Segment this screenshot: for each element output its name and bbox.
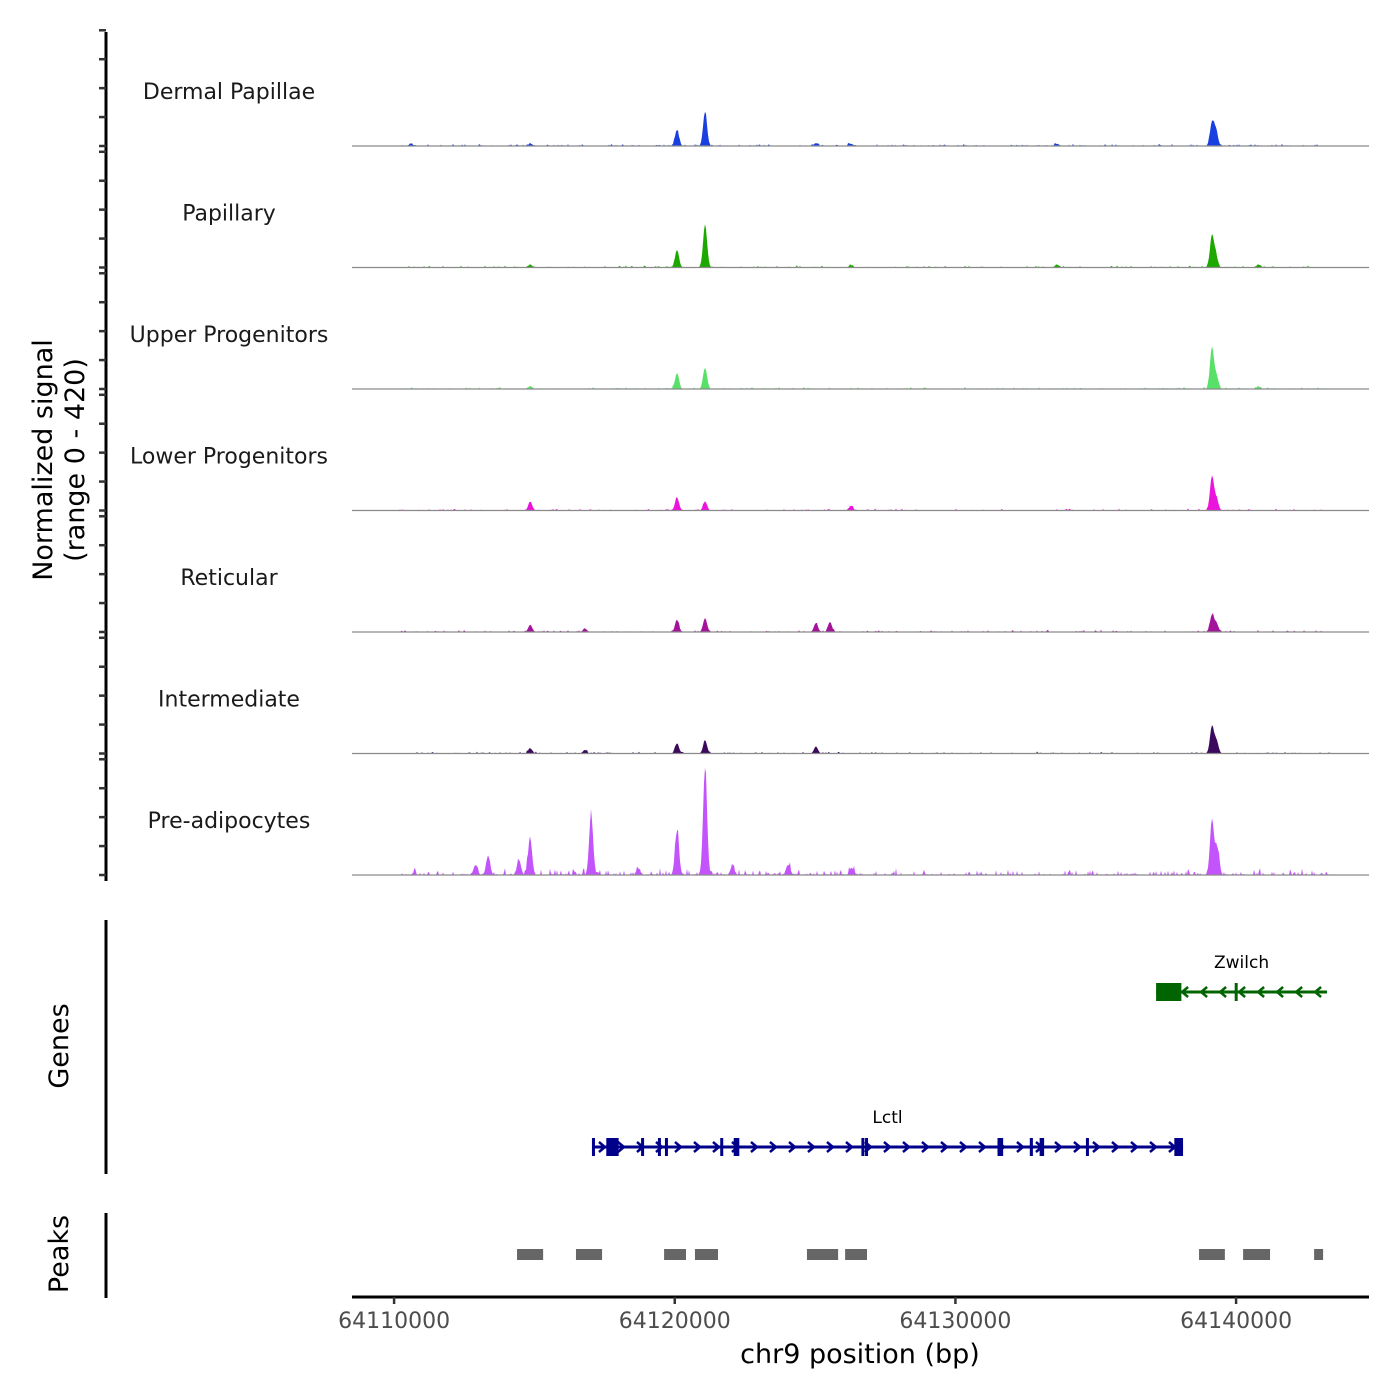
gene-annotations: Zwilch Lctl <box>591 953 1328 1156</box>
exon <box>641 1138 645 1156</box>
signal-area <box>352 725 1368 754</box>
x-tick-label: 64110000 <box>338 1309 450 1334</box>
strand-arrow-icon <box>1294 986 1303 998</box>
strand-arrow-icon <box>883 1141 892 1153</box>
peak-region <box>845 1249 868 1260</box>
strand-arrow-icon <box>1237 986 1246 998</box>
strand-arrow-icon <box>1016 1141 1025 1153</box>
peak-region <box>694 1249 718 1260</box>
exon <box>591 1138 595 1156</box>
exon <box>1039 1138 1045 1156</box>
strand-arrow-icon <box>1218 986 1227 998</box>
strand-arrow-icon <box>1275 986 1284 998</box>
y-ticks <box>99 29 106 877</box>
track-upper-progenitors: Upper Progenitors <box>130 323 1369 390</box>
peak-region <box>517 1249 544 1260</box>
exon <box>1234 983 1238 1001</box>
exon <box>1085 1138 1089 1156</box>
track-papillary: Papillary <box>182 202 1369 269</box>
exon <box>606 1138 619 1156</box>
strand-arrow-icon <box>978 1141 987 1153</box>
x-axis-label: chr9 position (bp) <box>740 1339 980 1370</box>
strand-arrow-icon <box>902 1141 911 1153</box>
signal-area <box>352 224 1368 268</box>
peak-region <box>1243 1249 1271 1260</box>
y-axis-sublabel: (range 0 - 420) <box>60 358 91 562</box>
strand-arrow-icon <box>769 1141 778 1153</box>
peaks-track-label: Peaks <box>44 1215 75 1293</box>
strand-arrow-icon <box>959 1141 968 1153</box>
peak-region <box>575 1249 603 1260</box>
y-axis-title: Normalized signal (range 0 - 420) <box>28 339 91 581</box>
peak-region <box>1199 1249 1225 1260</box>
exon <box>865 1138 869 1156</box>
track-label: Dermal Papillae <box>143 80 315 105</box>
track-label: Lower Progenitors <box>130 445 328 470</box>
exon <box>997 1138 1004 1156</box>
track-reticular: Reticular <box>180 566 1369 633</box>
strand-arrow-icon <box>1256 986 1265 998</box>
exon <box>664 1138 668 1156</box>
strand-arrow-icon <box>712 1141 721 1153</box>
signal-area <box>352 111 1368 146</box>
strand-arrow-icon <box>826 1141 835 1153</box>
peak-region <box>1314 1249 1324 1260</box>
signal-area <box>352 346 1368 389</box>
strand-arrow-icon <box>598 1141 607 1153</box>
exon <box>1174 1138 1184 1156</box>
strand-arrow-icon <box>1180 986 1189 998</box>
track-label: Pre-adipocytes <box>148 809 311 834</box>
exon <box>733 1138 740 1156</box>
x-tick-label: 64130000 <box>899 1309 1011 1334</box>
gene-name: Lctl <box>872 1108 902 1128</box>
peak-region <box>664 1249 686 1260</box>
x-ticks: 64110000 64120000 64130000 64140000 <box>338 1297 1292 1334</box>
strand-arrow-icon <box>845 1141 854 1153</box>
gene-lctl[interactable]: Lctl <box>591 1108 1184 1156</box>
strand-arrow-icon <box>1073 1141 1082 1153</box>
strand-arrow-icon <box>788 1141 797 1153</box>
strand-arrow-icon <box>940 1141 949 1153</box>
signal-area <box>352 475 1368 511</box>
gene-name: Zwilch <box>1214 953 1269 973</box>
strand-arrow-icon <box>1313 986 1322 998</box>
strand-arrow-icon <box>1130 1141 1139 1153</box>
strand-arrow-icon <box>1111 1141 1120 1153</box>
x-tick-label: 64140000 <box>1180 1309 1292 1334</box>
strand-arrow-icon <box>807 1141 816 1153</box>
y-axis-label: Normalized signal <box>28 339 59 581</box>
exon <box>1029 1138 1033 1156</box>
strand-arrow-icon <box>1054 1141 1063 1153</box>
strand-arrow-icon <box>921 1141 930 1153</box>
strand-arrow-icon <box>1149 1141 1158 1153</box>
x-tick-label: 64120000 <box>619 1309 731 1334</box>
track-intermediate: Intermediate <box>158 688 1369 755</box>
track-label: Reticular <box>180 566 278 591</box>
gene-zwilch[interactable]: Zwilch <box>1156 953 1328 1001</box>
strand-arrow-icon <box>693 1141 702 1153</box>
track-label: Papillary <box>182 202 276 227</box>
track-pre-adipocytes: Pre-adipocytes <box>148 767 1369 876</box>
exon <box>861 1138 865 1156</box>
track-dermal-papillae: Dermal Papillae <box>143 80 1369 147</box>
signal-tracks: Dermal Papillae Papillary Upper Progenitor… <box>130 80 1369 876</box>
peak-regions <box>517 1249 1324 1260</box>
strand-arrow-icon <box>1092 1141 1101 1153</box>
signal-area <box>352 767 1368 875</box>
track-label: Upper Progenitors <box>130 323 329 348</box>
genes-track-label: Genes <box>44 1003 75 1088</box>
strand-arrow-icon <box>617 1141 626 1153</box>
strand-arrow-icon <box>1199 986 1208 998</box>
track-lower-progenitors: Lower Progenitors <box>130 445 1369 512</box>
exon <box>720 1138 724 1156</box>
exon <box>657 1138 661 1156</box>
track-label: Intermediate <box>158 688 300 713</box>
exon <box>1156 983 1182 1001</box>
peak-region <box>806 1249 839 1260</box>
strand-arrow-icon <box>750 1141 759 1153</box>
strand-arrow-icon <box>674 1141 683 1153</box>
signal-area <box>352 613 1368 632</box>
